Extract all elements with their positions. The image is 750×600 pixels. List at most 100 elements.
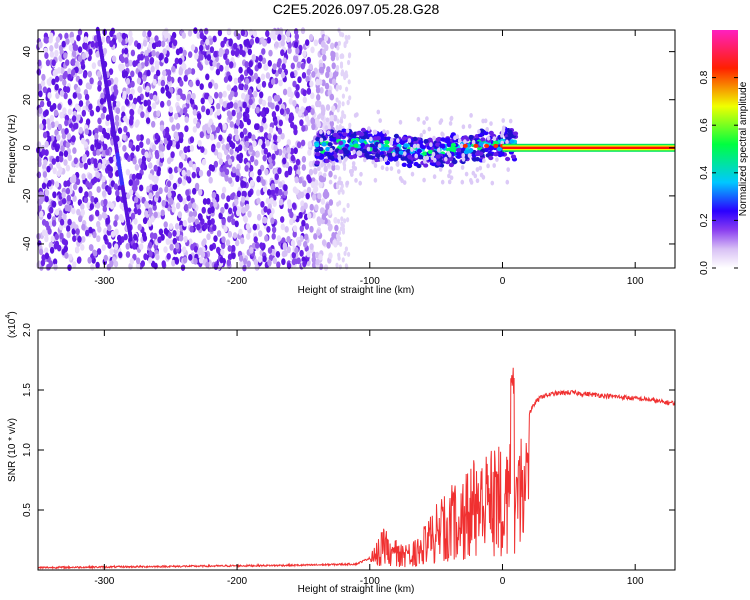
noise-cell [314, 204, 319, 212]
noise-cell [167, 191, 172, 199]
halo-cell [344, 156, 349, 162]
noise-cell [181, 169, 186, 177]
noise-cell [154, 175, 159, 183]
band-cell [477, 132, 484, 138]
noise-cell [257, 83, 262, 90]
noise-cell [301, 72, 307, 79]
noise-cell [68, 253, 73, 261]
noise-cell [271, 28, 276, 36]
noise-cell [131, 173, 137, 181]
noise-cell [168, 139, 173, 147]
noise-cell [148, 162, 153, 169]
noise-cell [165, 90, 171, 97]
noise-cell [62, 79, 67, 86]
band-cell [328, 151, 334, 156]
noise-cell [128, 30, 133, 38]
noise-cell [337, 40, 341, 46]
noise-cell [276, 261, 281, 269]
noise-cell [280, 223, 285, 231]
halo-cell [438, 167, 443, 172]
band-cell [364, 152, 370, 158]
noise-cell [341, 93, 345, 99]
noise-cell [136, 134, 141, 142]
noise-cell [310, 92, 315, 100]
noise-cell [101, 175, 106, 183]
noise-cell [309, 243, 314, 251]
noise-cell [246, 260, 251, 268]
noise-cell [206, 233, 211, 241]
noise-cell [52, 167, 57, 175]
noise-cell [267, 133, 272, 140]
noise-cell [169, 86, 174, 94]
halo-cell [337, 180, 341, 186]
noise-cell [134, 196, 139, 204]
noise-cell [168, 223, 174, 230]
noise-cell [103, 131, 108, 139]
snr-panel: -300 -200 -100 0 100 0.5 1.0 1.5 2.0 Height of … [5, 311, 676, 595]
noise-cell [336, 107, 340, 113]
noise-cell [103, 198, 108, 206]
noise-cell [94, 132, 99, 140]
noise-cell [124, 98, 130, 106]
halo-cell [348, 169, 353, 174]
halo-cell [419, 133, 424, 138]
noise-cell [303, 109, 309, 117]
noise-cell [284, 226, 289, 233]
noise-cell [315, 251, 320, 259]
noise-cell [117, 127, 123, 134]
noise-cell [145, 85, 150, 93]
halo-cell [449, 116, 454, 122]
noise-cell [41, 73, 46, 81]
band-cell [440, 137, 446, 142]
noise-cell [208, 118, 213, 126]
band-cell [321, 142, 327, 147]
noise-cell [278, 27, 284, 35]
noise-cell [73, 44, 79, 51]
noise-cell [190, 44, 196, 51]
noise-cell [294, 247, 299, 254]
noise-cell [51, 158, 56, 165]
noise-cell [49, 206, 54, 214]
noise-cell [77, 55, 83, 63]
band-cell [478, 151, 484, 156]
band-cell [369, 143, 375, 148]
noise-cell [143, 253, 148, 261]
noise-cell [169, 173, 174, 181]
noise-cell [164, 31, 169, 39]
noise-cell [316, 94, 321, 101]
noise-cell [66, 194, 72, 202]
noise-cell [222, 101, 227, 108]
noise-cell [247, 190, 252, 198]
noise-cell [205, 108, 211, 116]
noise-cell [43, 159, 48, 166]
halo-cell [461, 156, 466, 162]
noise-cell [263, 64, 268, 71]
noise-cell [321, 48, 326, 56]
noise-cell [77, 256, 82, 264]
noise-cell [101, 163, 107, 171]
noise-cell [226, 84, 231, 91]
noise-cell [207, 207, 212, 215]
band-cell [375, 136, 381, 141]
x-tick-label: 100 [627, 576, 644, 587]
noise-cell [259, 125, 264, 133]
noise-cell [62, 85, 68, 93]
noise-cell [84, 93, 90, 101]
noise-cell [220, 206, 225, 214]
noise-cell [121, 32, 127, 40]
noise-cell [178, 131, 184, 139]
noise-cell [93, 161, 99, 169]
noise-cell [233, 85, 238, 93]
noise-cell [238, 66, 243, 74]
noise-cell [188, 160, 193, 168]
noise-cell [129, 36, 134, 44]
x-tick-label: -300 [94, 276, 114, 287]
noise-cell [264, 168, 269, 176]
noise-cell [263, 216, 268, 224]
noise-cell [342, 162, 347, 168]
halo-cell [432, 135, 436, 141]
noise-cell [228, 177, 233, 184]
band-cell [505, 156, 511, 162]
noise-cell [121, 71, 127, 79]
noise-cell [296, 141, 302, 149]
